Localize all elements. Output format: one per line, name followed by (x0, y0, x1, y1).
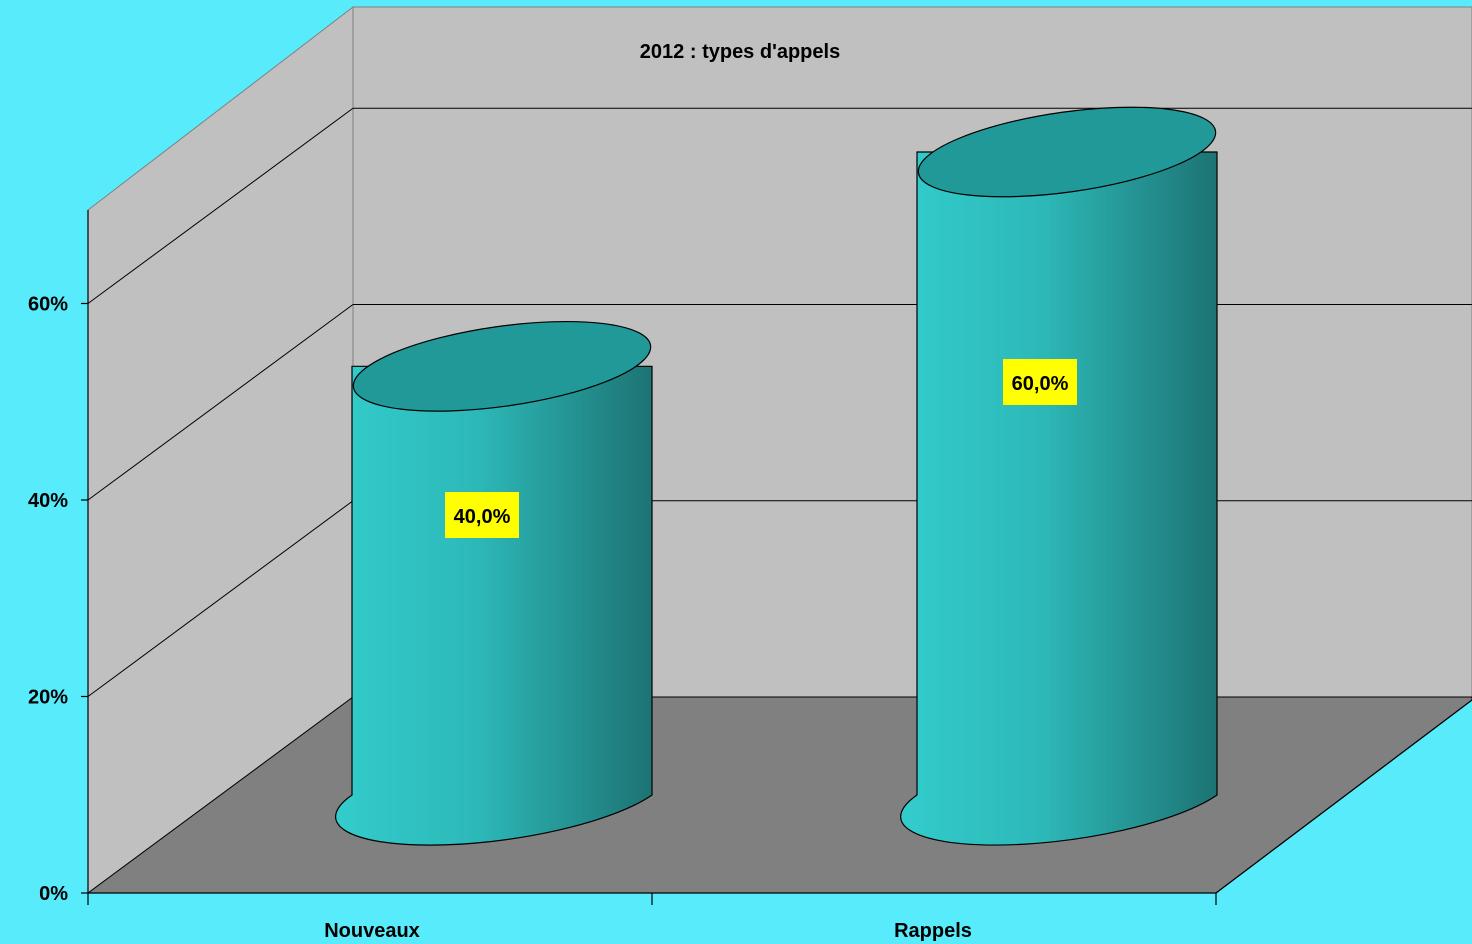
x-category-label: Rappels (894, 920, 972, 942)
bar-top (352, 320, 652, 412)
gridline-side (87, 500, 354, 697)
gridline-side (87, 304, 354, 501)
x-category-label: Nouveaux (324, 920, 420, 942)
bar-body (900, 151, 1218, 846)
data-label-bg (1003, 359, 1077, 405)
y-tick-label: 0% (39, 883, 68, 905)
gridline-side (87, 107, 354, 304)
data-labels: 40,0% Nouveaux 60,0% Rappels (324, 359, 1077, 942)
bar-top (917, 106, 1217, 198)
chart-title: 2012 : types d'appels (640, 41, 840, 63)
floor-right-edge (1215, 699, 1472, 894)
data-label-text: 40,0% (454, 506, 511, 528)
gridlines (87, 107, 1472, 697)
data-label: 40,0% (445, 492, 519, 538)
bar-body (335, 365, 653, 846)
bar-nouveaux (335, 320, 653, 846)
bars (335, 106, 1218, 846)
y-tick-label: 60% (28, 294, 68, 316)
data-label-bg (445, 492, 519, 538)
y-tick-label: 20% (28, 687, 68, 709)
data-label-text: 60,0% (1012, 373, 1069, 395)
axis-ticks: 0% 20% 40% 60% (28, 294, 1217, 905)
y-tick-label: 40% (28, 490, 68, 512)
bar-rappels (900, 106, 1218, 846)
data-label: 60,0% (1003, 359, 1077, 405)
